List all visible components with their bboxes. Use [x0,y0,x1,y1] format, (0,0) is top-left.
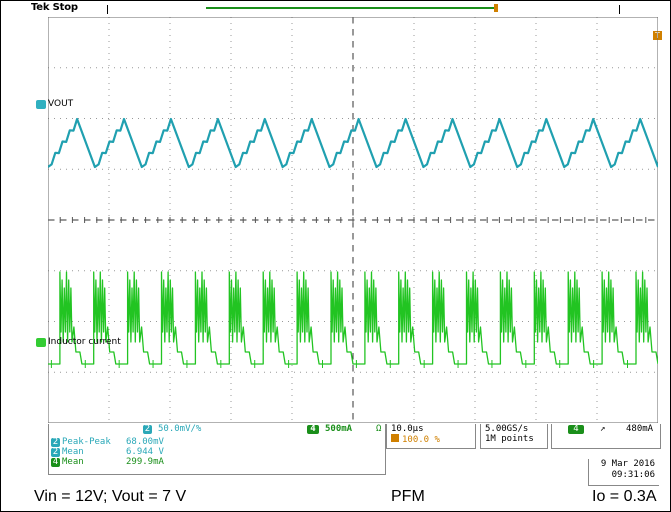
measurement-value: 299.9mA [126,457,164,467]
caption-conditions: Vin = 12V; Vout = 7 V [34,488,187,505]
capture-time: 09:31:06 [611,470,655,480]
acquisition-box[interactable]: 5.00GS/s 1M points [480,424,548,449]
record-view-bar [206,7,496,9]
graticule [48,17,658,423]
trigger-channel-badge: 4 [568,425,584,434]
ch2-marker-icon [36,99,46,109]
measurement-channel-badge: 2 [51,447,60,457]
ch2-scale-readout[interactable]: 2 50.0mV/% [143,424,201,434]
channel-measurement-box: 2 50.0mV/% 4 500mA Ω 2 Peak-Peak 68.00mV 2 Me… [48,424,386,475]
caption-output-current: Io = 0.3A [592,488,657,505]
record-end-tick [619,5,620,14]
caption-mode: PFM [391,488,425,505]
inductor-label: Inductor current [48,337,121,347]
acquisition-status: Tek Stop [31,2,78,13]
ch2-scale-value: 50.0mV/% [158,424,202,434]
trigger-position-value: 100.0 % [402,435,440,445]
timebase-box[interactable]: 10.0µs 100.0 % [386,424,476,449]
vout-label: VOUT [48,99,74,109]
vout-channel-marker: VOUT [36,99,73,109]
status-bar: Tek Stop [1,1,670,17]
sample-rate: 5.00GS/s [485,424,529,434]
rising-edge-icon: ↗ [600,424,606,434]
measurement-name: Mean [62,447,84,457]
measurement-row: 4 Mean 299.9mA [51,457,164,467]
measurement-value: 6.944 V [126,447,164,457]
ch4-marker-icon [36,337,46,347]
measurement-value: 68.00mV [126,437,164,447]
ch2-number-badge: 2 [143,424,152,434]
measurement-channel-badge: 4 [51,457,60,467]
trigger-level: 480mA [626,424,654,434]
vout-waveform [48,117,658,169]
record-start-tick [107,5,108,14]
inductor-current-waveform [48,271,658,365]
trigger-position-icon [391,434,399,442]
measurement-row: 2 Peak-Peak 68.00mV [51,437,164,447]
record-length: 1M points [485,434,534,444]
trigger-position-readout: 100.0 % [391,434,440,445]
measurement-name: Peak-Peak [62,437,111,447]
measurement-row: 2 Mean 6.944 V [51,447,164,457]
ch4-scale-value: 500mA [325,424,353,434]
datetime-box: 9 Mar 2016 09:31:06 [588,459,659,486]
bandwidth-limit-icon: Ω [376,424,382,434]
ch4-scale-readout[interactable]: 4 500mA [307,424,352,434]
readout-panel: 2 50.0mV/% 4 500mA Ω 2 Peak-Peak 68.00mV 2 Me… [48,424,661,486]
figure-caption: Vin = 12V; Vout = 7 V PFM Io = 0.3A [1,485,670,511]
capture-date: 9 Mar 2016 [600,459,655,469]
ch4-number-badge: 4 [307,425,319,434]
inductor-channel-marker: Inductor current [36,337,121,347]
time-per-division: 10.0µs [391,424,424,434]
measurement-name: Mean [62,457,84,467]
trigger-box[interactable]: 4 ↗ 480mA [551,424,661,449]
measurement-channel-badge: 2 [51,437,60,447]
trigger-position-marker [494,4,498,12]
